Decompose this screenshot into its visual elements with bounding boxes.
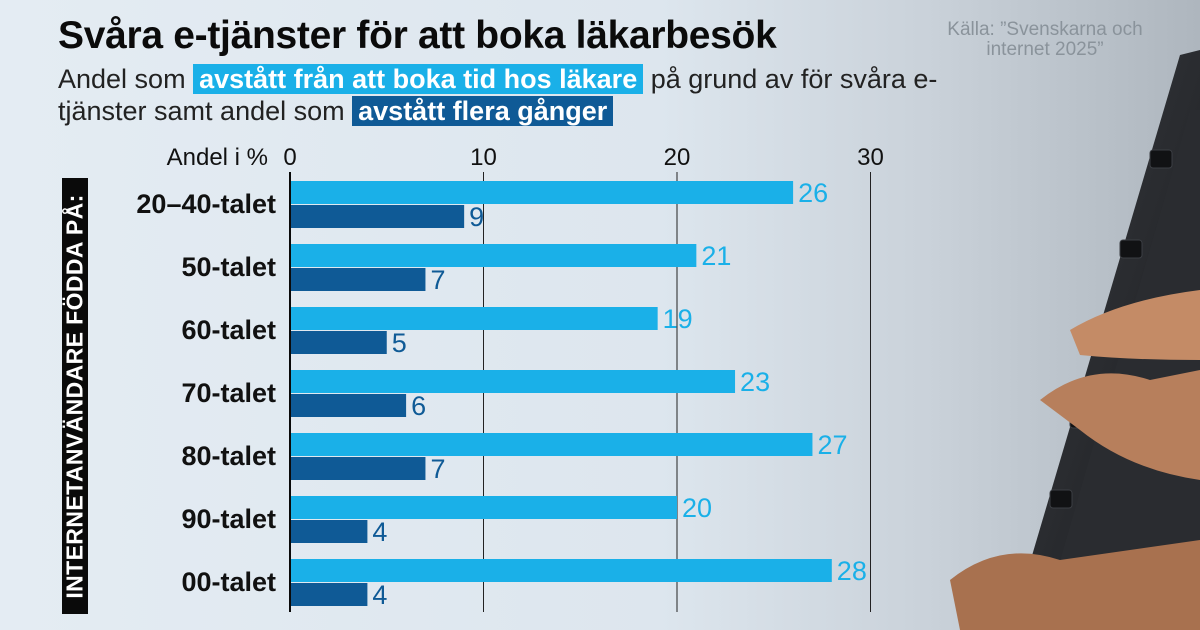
bar-avstatt-flera-ganger bbox=[291, 331, 387, 354]
x-tick-label: 0 bbox=[283, 144, 296, 171]
category-label: 00-talet bbox=[181, 567, 276, 597]
x-tick-label: 10 bbox=[470, 144, 497, 171]
y-axis-label: INTERNETANVÄNDARE FÖDDA PÅ: bbox=[62, 178, 88, 614]
x-axis-label: Andel i % bbox=[167, 144, 268, 171]
category-label: 70-talet bbox=[181, 378, 276, 408]
bar-avstatt-flera-ganger bbox=[291, 520, 368, 543]
bar-avstatt-flera-ganger bbox=[291, 268, 426, 291]
data-label: 7 bbox=[430, 265, 445, 295]
chart-title: Svåra e-tjänster för att boka läkarbesök bbox=[58, 14, 777, 57]
category-label: 60-talet bbox=[181, 315, 276, 345]
data-label: 27 bbox=[817, 430, 847, 460]
chart-subtitle: Andel som avstått från att boka tid hos … bbox=[58, 63, 938, 127]
data-label: 6 bbox=[411, 391, 426, 421]
data-label: 28 bbox=[837, 556, 867, 586]
category-label: 50-talet bbox=[181, 252, 276, 282]
data-label: 21 bbox=[701, 241, 731, 271]
bar-avstatt bbox=[291, 370, 736, 393]
bar-avstatt bbox=[291, 244, 697, 267]
data-label: 7 bbox=[430, 454, 445, 484]
bar-avstatt-flera-ganger bbox=[291, 457, 426, 480]
subtitle-text-1: Andel som bbox=[58, 64, 194, 94]
data-label: 9 bbox=[469, 202, 484, 232]
data-label: 26 bbox=[798, 178, 828, 208]
bar-avstatt bbox=[291, 433, 813, 456]
bar-avstatt-flera-ganger bbox=[291, 394, 407, 417]
category-label: 90-talet bbox=[181, 504, 276, 534]
bar-avstatt bbox=[291, 496, 677, 519]
subtitle-highlight-dark: avstått flera gånger bbox=[352, 96, 614, 126]
data-label: 4 bbox=[372, 517, 387, 547]
subtitle-highlight-light: avstått från att boka tid hos läkare bbox=[193, 64, 644, 94]
data-label: 4 bbox=[372, 580, 387, 610]
data-label: 23 bbox=[740, 367, 770, 397]
bar-avstatt-flera-ganger bbox=[291, 205, 465, 228]
x-tick-label: 30 bbox=[857, 144, 884, 171]
bar-avstatt-flera-ganger bbox=[291, 583, 368, 606]
data-label: 20 bbox=[682, 493, 712, 523]
category-label: 80-talet bbox=[181, 441, 276, 471]
x-tick-label: 20 bbox=[664, 144, 691, 171]
subtitle-text-2: på grund av för svåra e-tjänster samt an… bbox=[58, 64, 938, 126]
bar-avstatt bbox=[291, 181, 794, 204]
data-label: 5 bbox=[392, 328, 407, 358]
bar-avstatt bbox=[291, 307, 658, 330]
bar-avstatt bbox=[291, 559, 832, 582]
data-label: 19 bbox=[663, 304, 693, 334]
source-note: Källa: ”Svenskarna och internet 2025” bbox=[947, 19, 1143, 60]
category-label: 20–40-talet bbox=[136, 189, 276, 219]
